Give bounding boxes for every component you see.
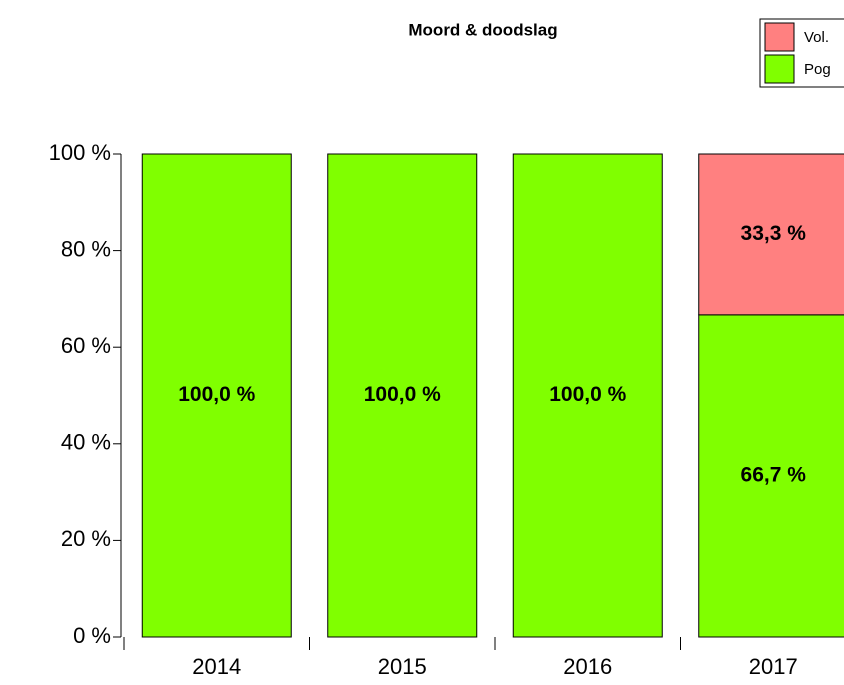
bar-segment: [512, 153, 663, 638]
y-tick-label: 40 %: [61, 430, 111, 455]
x-tick-label: 2015: [378, 654, 427, 679]
y-tick-label: 100 %: [49, 140, 111, 165]
legend-label: Pog: [804, 61, 831, 78]
y-tick-label: 60 %: [61, 333, 111, 358]
bar-segment: [698, 314, 844, 638]
data-label: 100,0 %: [549, 383, 626, 406]
data-label: 100,0 %: [178, 383, 255, 406]
legend-label: Vol.: [804, 29, 829, 46]
bar-segment: [141, 153, 292, 638]
legend-swatch: [764, 22, 795, 52]
data-label: 33,3 %: [741, 222, 807, 245]
x-tick-label: 2014: [192, 654, 241, 679]
x-tick-label: 2016: [563, 654, 612, 679]
data-label: 66,7 %: [741, 463, 807, 486]
chart-title: Moord & doodslag: [408, 20, 557, 39]
x-tick-label: 2017: [749, 654, 798, 679]
y-tick-label: 20 %: [61, 526, 111, 551]
bar-segment: [327, 153, 478, 638]
y-tick-label: 0 %: [73, 623, 111, 648]
bar-segment: [698, 153, 844, 316]
data-label: 100,0 %: [364, 383, 441, 406]
y-tick-label: 80 %: [61, 236, 111, 261]
legend-swatch: [764, 54, 795, 84]
